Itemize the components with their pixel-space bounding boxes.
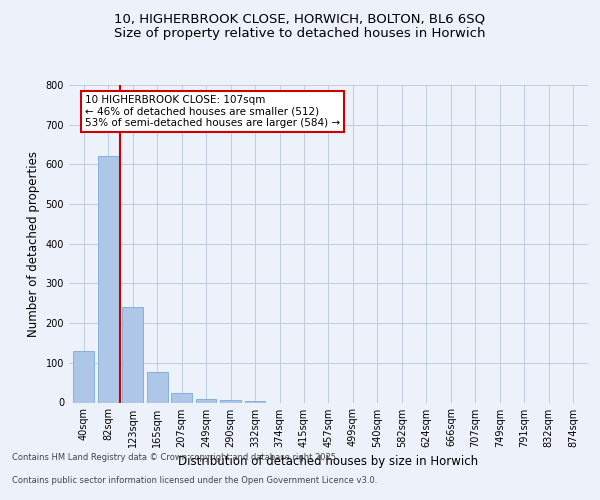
Bar: [73, 351, 94, 403]
Text: Contains public sector information licensed under the Open Government Licence v3: Contains public sector information licen…: [12, 476, 377, 485]
Y-axis label: Number of detached properties: Number of detached properties: [27, 151, 40, 337]
Bar: [220, 400, 241, 402]
Bar: [171, 394, 192, 402]
X-axis label: Distribution of detached houses by size in Horwich: Distribution of detached houses by size …: [178, 455, 479, 468]
Bar: [196, 398, 217, 402]
Bar: [98, 156, 119, 402]
Bar: [245, 400, 265, 402]
Bar: [122, 307, 143, 402]
Text: Size of property relative to detached houses in Horwich: Size of property relative to detached ho…: [114, 28, 486, 40]
Text: 10 HIGHERBROOK CLOSE: 107sqm
← 46% of detached houses are smaller (512)
53% of s: 10 HIGHERBROOK CLOSE: 107sqm ← 46% of de…: [85, 95, 340, 128]
Text: Contains HM Land Registry data © Crown copyright and database right 2025.: Contains HM Land Registry data © Crown c…: [12, 454, 338, 462]
Bar: [147, 372, 167, 402]
Text: 10, HIGHERBROOK CLOSE, HORWICH, BOLTON, BL6 6SQ: 10, HIGHERBROOK CLOSE, HORWICH, BOLTON, …: [115, 12, 485, 26]
